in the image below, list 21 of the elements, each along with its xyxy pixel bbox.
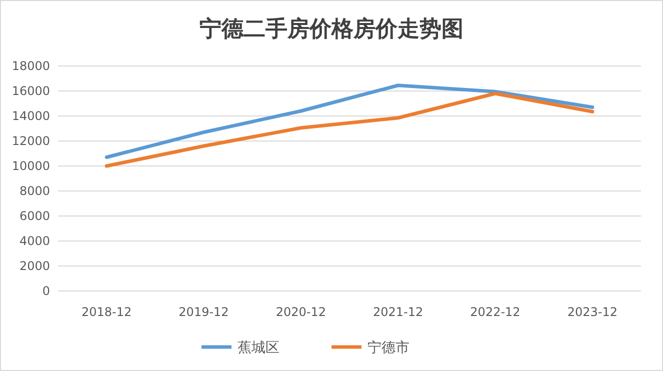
y-tick-label: 4000 [19, 234, 50, 248]
x-tick-label: 2020-12 [276, 305, 326, 319]
y-tick-label: 8000 [19, 184, 50, 198]
y-tick-label: 6000 [19, 209, 50, 224]
chart-title: 宁德二手房价格房价走势图 [200, 16, 464, 42]
legend-label: 蕉城区 [238, 340, 280, 356]
y-tick-label: 14000 [12, 109, 50, 124]
y-tick-label: 18000 [12, 59, 50, 74]
line-series [104, 84, 594, 159]
y-tick-label: 12000 [12, 134, 50, 148]
y-tick-label: 16000 [12, 84, 50, 98]
x-tick-label: 2019-12 [178, 305, 229, 319]
x-tick-label: 2022-12 [470, 305, 520, 319]
y-tick-label: 10000 [12, 159, 50, 174]
x-tick-label: 2021-12 [373, 305, 424, 319]
x-tick-label: 2023-12 [567, 305, 618, 319]
legend-label: 宁德市 [368, 340, 410, 356]
x-tick-label: 2018-12 [82, 305, 132, 319]
line-series [104, 92, 594, 168]
y-tick-label: 0 [42, 284, 50, 298]
y-tick-label: 2000 [19, 259, 50, 274]
